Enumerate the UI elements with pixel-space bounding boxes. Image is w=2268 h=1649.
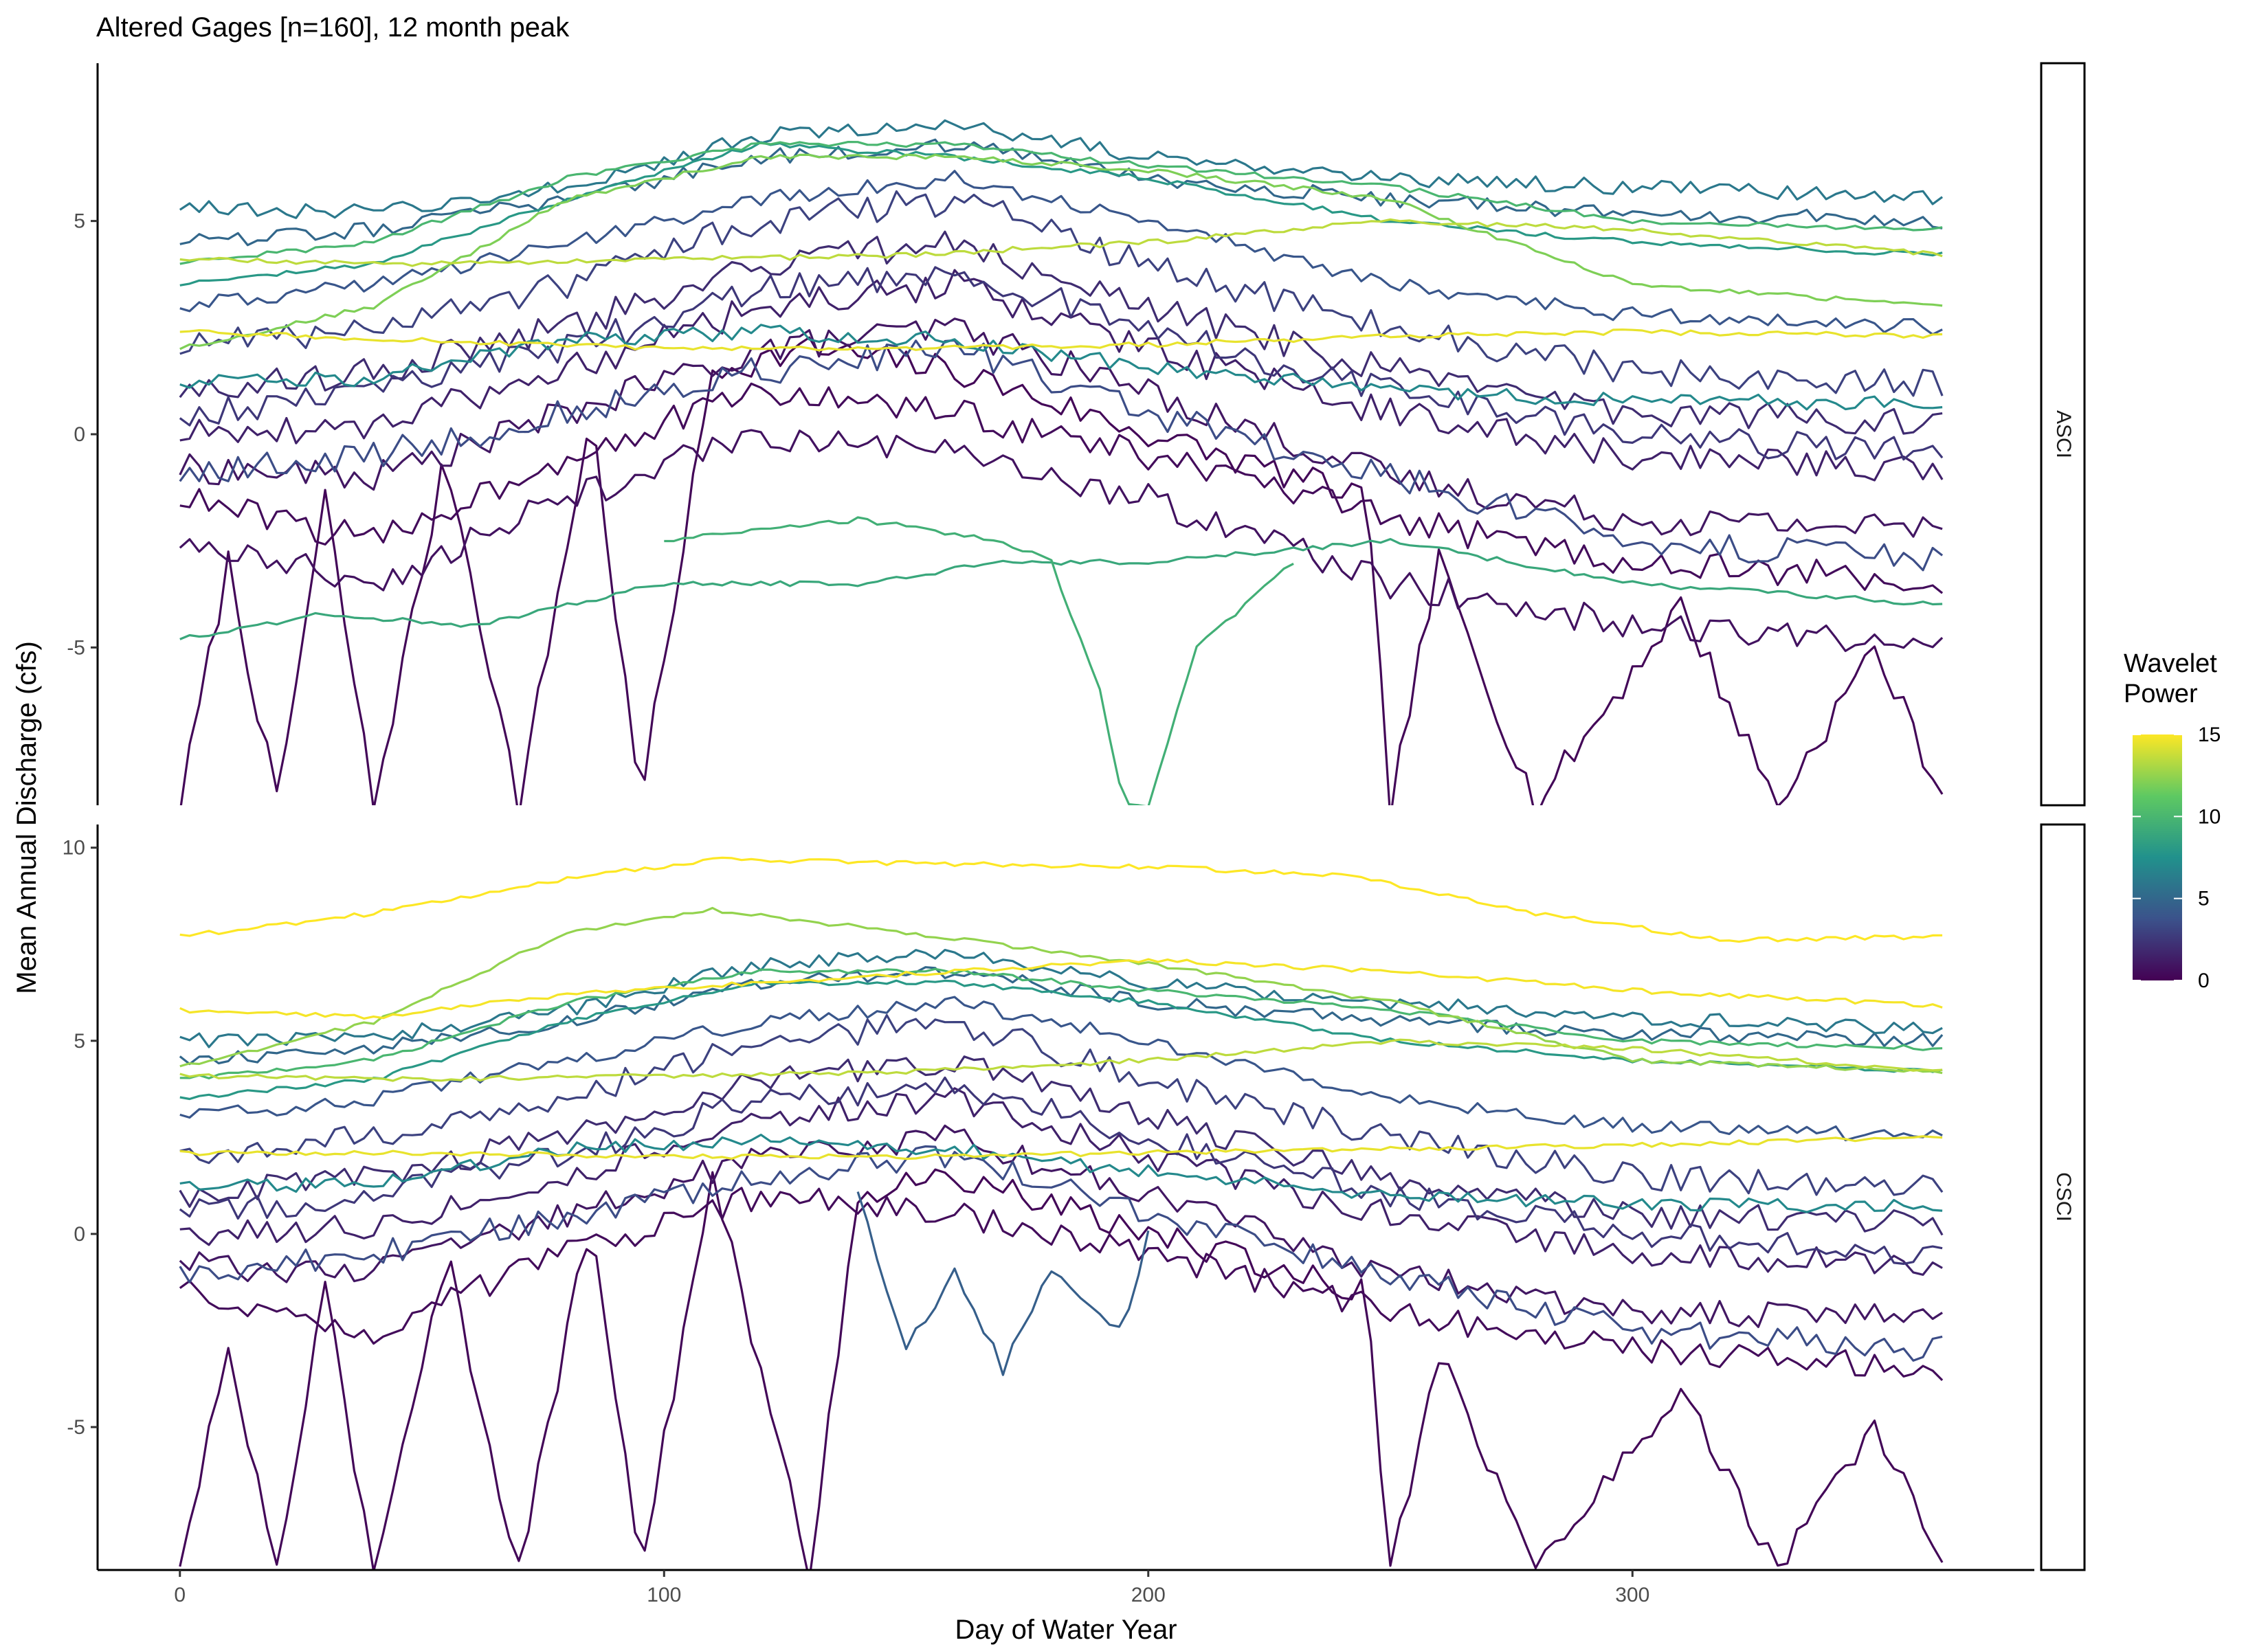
series-line bbox=[179, 856, 1943, 943]
series-line bbox=[179, 1076, 1943, 1265]
series-line bbox=[179, 967, 1943, 1079]
y-tick-label: 0 bbox=[74, 1223, 85, 1246]
y-tick-label: 0 bbox=[74, 423, 85, 446]
series-line bbox=[179, 949, 1943, 1048]
series-line bbox=[179, 1145, 1943, 1362]
panel-asci: 5 0 -5 ASCI bbox=[67, 62, 2086, 807]
legend-ticks: 15 10 5 0 bbox=[2133, 723, 2221, 992]
series-line bbox=[179, 190, 1944, 397]
series-line bbox=[179, 153, 1943, 350]
y-axis-title: Mean Annual Discharge (cfs) bbox=[12, 641, 42, 994]
y-tick-label: 10 bbox=[63, 837, 85, 860]
legend-tick-label: 5 bbox=[2198, 888, 2210, 910]
series-line bbox=[179, 230, 1943, 435]
series-line bbox=[179, 269, 1944, 482]
y-ticks-asci: 5 0 -5 bbox=[67, 210, 98, 659]
series-line bbox=[179, 119, 1944, 219]
series-lines-csci bbox=[179, 856, 1944, 1570]
series-line bbox=[179, 538, 1943, 640]
x-tick-label: 0 bbox=[174, 1584, 186, 1606]
panel-csci: 10 5 0 -5 0 100 200 300 CSCI bbox=[63, 823, 2086, 1606]
y-tick-label: -5 bbox=[67, 636, 85, 659]
y-tick-label: -5 bbox=[67, 1416, 85, 1439]
strip-label-asci: ASCI bbox=[2052, 410, 2075, 458]
series-lines-asci bbox=[179, 119, 1944, 805]
series-line bbox=[179, 324, 1943, 411]
legend-colorbar bbox=[2133, 734, 2182, 980]
series-line bbox=[179, 1038, 1943, 1082]
y-tick-label: 5 bbox=[74, 210, 85, 233]
x-tick-label: 200 bbox=[1131, 1584, 1166, 1606]
series-line bbox=[179, 1124, 1943, 1328]
series-line bbox=[179, 266, 1944, 461]
series-line bbox=[179, 328, 1943, 352]
series-line bbox=[179, 218, 1943, 267]
series-line bbox=[179, 138, 1943, 247]
legend-title-line2: Power bbox=[2124, 680, 2198, 708]
series-line bbox=[179, 906, 1943, 1075]
series-line bbox=[179, 1013, 1944, 1196]
strip-label-csci: CSCI bbox=[2052, 1172, 2075, 1222]
y-ticks-csci: 10 5 0 -5 bbox=[63, 837, 98, 1439]
series-line bbox=[179, 996, 1943, 1142]
series-line bbox=[179, 336, 1944, 805]
series-line bbox=[179, 966, 1944, 1066]
series-line bbox=[664, 516, 1294, 805]
legend: Wavelet Power 15 10 5 0 bbox=[2124, 649, 2221, 992]
x-tick-label: 100 bbox=[647, 1584, 681, 1606]
series-line bbox=[179, 141, 1943, 265]
series-line bbox=[179, 1087, 1943, 1276]
series-line bbox=[179, 429, 1944, 652]
series-line bbox=[179, 141, 1943, 287]
strip-csci bbox=[2040, 823, 2086, 1571]
plot-title: Altered Gages [n=160], 12 month peak bbox=[96, 12, 570, 43]
series-line bbox=[179, 1168, 1944, 1570]
legend-tick-label: 15 bbox=[2198, 723, 2221, 746]
legend-tick-label: 0 bbox=[2198, 969, 2210, 992]
x-axis-title: Day of Water Year bbox=[955, 1615, 1177, 1645]
series-line bbox=[179, 1134, 1943, 1213]
series-line bbox=[179, 1135, 1943, 1160]
y-tick-label: 5 bbox=[74, 1030, 85, 1053]
series-line bbox=[179, 382, 1944, 594]
x-tick-label: 300 bbox=[1615, 1584, 1649, 1606]
series-line bbox=[179, 1187, 1944, 1382]
x-ticks: 0 100 200 300 bbox=[174, 1570, 1649, 1606]
strip-asci bbox=[2040, 62, 2086, 807]
legend-tick-label: 10 bbox=[2198, 805, 2221, 828]
series-line bbox=[856, 1191, 1150, 1376]
series-line bbox=[179, 958, 1943, 1020]
series-line bbox=[179, 339, 1944, 572]
series-line bbox=[179, 170, 1943, 336]
legend-title-line1: Wavelet bbox=[2124, 649, 2217, 678]
